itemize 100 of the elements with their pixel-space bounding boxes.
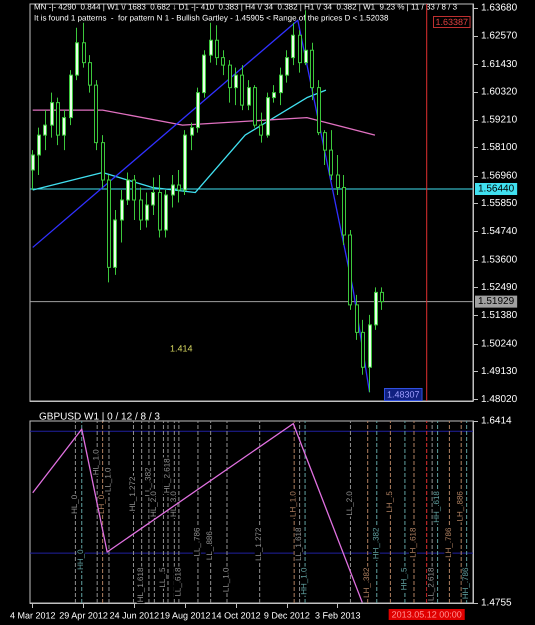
ref-line-label: HL_0 bbox=[70, 494, 79, 514]
ref-line-label: LL_.886 bbox=[205, 530, 214, 560]
candlestick bbox=[69, 70, 73, 126]
candlestick bbox=[37, 127, 41, 176]
candlestick bbox=[259, 112, 263, 144]
chart-title: GBPUSD W1 | 0 / 12 / 8 / 3 bbox=[39, 412, 160, 422]
candlestick bbox=[183, 130, 187, 196]
ref-line-label: HL_1.272 bbox=[128, 476, 137, 512]
ref-line-label: LH_.5 bbox=[384, 490, 394, 513]
candlestick bbox=[190, 122, 194, 151]
candlestick bbox=[94, 80, 98, 151]
y-tick-label: 1.59210 bbox=[481, 114, 518, 126]
candlestick bbox=[120, 190, 124, 243]
y-tick-label: 1.56960 bbox=[481, 170, 518, 182]
y-tick-label: 1.62570 bbox=[481, 30, 518, 42]
candlestick bbox=[101, 134, 105, 188]
candlestick bbox=[132, 174, 136, 220]
ref-line-label: LL_1.0 bbox=[221, 567, 230, 592]
ref-line-label: HL_2.618 bbox=[162, 458, 172, 494]
ref-line-label: HH_.5 bbox=[399, 567, 408, 590]
ref-line-label: LL_.618 bbox=[173, 567, 182, 597]
ref-line-label: HL_1.0 bbox=[92, 448, 101, 476]
candlestick bbox=[361, 319, 365, 376]
candlestick bbox=[272, 84, 276, 104]
candlestick bbox=[82, 22, 86, 68]
candlestick bbox=[266, 92, 270, 138]
annotation: It is found 1 patterns - for pattern N 1 - Bullish Gartley - 1.45905 < Range of the prices D < 1.52038 bbox=[34, 14, 389, 22]
ref-line-label: HH_.382 bbox=[371, 527, 380, 560]
candlestick bbox=[113, 209, 117, 276]
candlestick bbox=[279, 67, 283, 106]
y-tick-label: 1.6414 bbox=[481, 416, 512, 426]
y-tick-label: 1.51380 bbox=[481, 310, 518, 321]
x-tick-label: 14 Oct 2012 bbox=[212, 610, 261, 620]
candlestick bbox=[43, 110, 47, 151]
candlestick bbox=[348, 229, 352, 310]
candlestick bbox=[50, 92, 54, 138]
y-tick-label: 1.55850 bbox=[481, 198, 518, 210]
candlestick bbox=[368, 314, 372, 393]
y-tick-label: 1.48020 bbox=[481, 394, 518, 405]
candlestick bbox=[88, 54, 92, 94]
candlestick bbox=[285, 50, 289, 84]
candlestick bbox=[291, 22, 295, 66]
candlestick bbox=[329, 130, 333, 181]
candlestick bbox=[145, 192, 149, 228]
y-tick-label: 1.49130 bbox=[481, 366, 518, 378]
candlestick bbox=[164, 190, 168, 238]
x-tick-label: 24 Jun 2012 bbox=[110, 610, 160, 620]
line-series bbox=[32, 422, 363, 604]
x-tick-label: 29 Apr 2012 bbox=[59, 610, 108, 620]
ref-line-label: LH_0 bbox=[97, 494, 106, 514]
ref-line-label: LL_.5 bbox=[158, 567, 167, 588]
y-tick-label: 1.4755 bbox=[481, 598, 512, 608]
ref-line-label: 2013.05.12 00:00 bbox=[392, 610, 462, 620]
line-series bbox=[32, 109, 376, 136]
ref-line-label: LH_.382 bbox=[362, 567, 372, 598]
candlestick bbox=[374, 286, 378, 330]
ref-line-label: HH_1.0 bbox=[300, 567, 309, 595]
candlestick bbox=[247, 80, 251, 111]
candlestick bbox=[228, 60, 232, 104]
candlestick bbox=[209, 22, 213, 64]
candlestick bbox=[304, 10, 308, 66]
y-tick-label: 1.61430 bbox=[481, 58, 518, 70]
x-tick-label: 4 Mar 2012 bbox=[10, 610, 56, 620]
candlestick bbox=[177, 170, 181, 203]
ref-line-label: HL_3.0 bbox=[168, 490, 178, 517]
ref-line-label: LL_2.618 bbox=[426, 567, 436, 601]
y-tick-label: 1.63680 bbox=[481, 2, 518, 14]
candlestick bbox=[380, 286, 384, 310]
candlestick bbox=[107, 174, 111, 283]
candlestick bbox=[202, 50, 206, 98]
candlestick bbox=[139, 187, 143, 230]
ref-line-label: HH_.786 bbox=[461, 567, 470, 600]
ref-line-label: LH_1.0 bbox=[288, 490, 298, 517]
candlestick bbox=[215, 24, 219, 66]
annotation: 1.48307 bbox=[387, 390, 420, 400]
ref-line-label: LH_.886 bbox=[456, 490, 465, 522]
ref-line-label: LH_.618 bbox=[408, 527, 418, 558]
ref-line-label: LL_1.618 bbox=[294, 527, 304, 561]
ref-line-label: HH_.618 bbox=[432, 490, 442, 523]
candlestick bbox=[355, 294, 359, 340]
ref-line-label: LL_1.0 bbox=[103, 466, 112, 492]
candlestick bbox=[234, 67, 238, 106]
y-tick-label: 1.54740 bbox=[481, 226, 518, 237]
ref-line-label: LL_2.0 bbox=[344, 490, 354, 516]
candlestick bbox=[75, 27, 79, 81]
ref-line-label: 1.51929 bbox=[478, 296, 515, 308]
candlestick bbox=[253, 84, 257, 128]
candlestick bbox=[342, 174, 346, 246]
candlestick bbox=[158, 174, 162, 238]
candlestick bbox=[323, 130, 327, 166]
ref-line-label: HH_0 bbox=[76, 548, 86, 570]
y-tick-label: 1.50240 bbox=[481, 338, 518, 350]
candlestick bbox=[126, 172, 130, 206]
ref-line-label: 1.56440 bbox=[478, 184, 515, 195]
y-tick-label: 1.60320 bbox=[481, 86, 518, 98]
candlestick bbox=[151, 177, 155, 216]
ref-line-label: LL_.786 bbox=[192, 527, 202, 556]
annotation: 1.414 bbox=[170, 344, 193, 354]
candlestick bbox=[221, 50, 225, 76]
candlestick bbox=[298, 30, 302, 74]
